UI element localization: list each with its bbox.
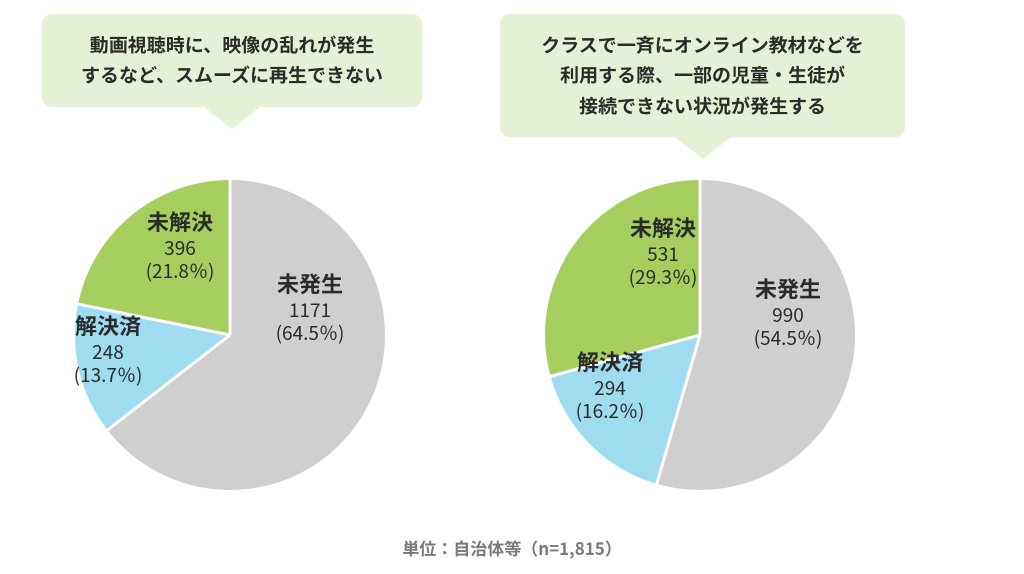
label-not-occurred-value: 990 bbox=[723, 303, 853, 327]
label-resolved-pct: (16.2％) bbox=[555, 399, 665, 423]
pie-chart-right: 未解決 531 (29.3％) 未発生 990 (54.5％) 解決済 294 … bbox=[545, 180, 855, 490]
label-not-occurred-right: 未発生 990 (54.5％) bbox=[723, 275, 853, 350]
label-resolved-value: 248 bbox=[53, 340, 163, 364]
label-resolved-title: 解決済 bbox=[555, 348, 665, 376]
label-resolved-value: 294 bbox=[555, 376, 665, 400]
label-unresolved-right: 未解決 531 (29.3％) bbox=[603, 214, 723, 289]
label-not-occurred-left: 未発生 1171 (64.5％) bbox=[245, 270, 375, 345]
label-resolved-title: 解決済 bbox=[53, 312, 163, 340]
label-not-occurred-title: 未発生 bbox=[723, 275, 853, 303]
callout-right: クラスで一斉にオンライン教材などを利用する際、一部の児童・生徒が接続できない状況… bbox=[500, 14, 905, 137]
label-not-occurred-title: 未発生 bbox=[245, 270, 375, 298]
label-unresolved-left: 未解決 396 (21.8％) bbox=[125, 208, 235, 283]
label-not-occurred-value: 1171 bbox=[245, 298, 375, 322]
label-resolved-left: 解決済 248 (13.7％) bbox=[53, 312, 163, 387]
label-unresolved-title: 未解決 bbox=[125, 208, 235, 236]
pie-chart-left: 未解決 396 (21.8％) 未発生 1171 (64.5％) 解決済 248… bbox=[75, 180, 385, 490]
footer-note: 単位：自治体等（n=1,815） bbox=[402, 535, 622, 560]
label-not-occurred-pct: (54.5％) bbox=[723, 326, 853, 350]
label-unresolved-title: 未解決 bbox=[603, 214, 723, 242]
callout-left: 動画視聴時に、映像の乱れが発生するなど、スムーズに再生できない bbox=[42, 14, 422, 107]
label-resolved-pct: (13.7％) bbox=[53, 363, 163, 387]
label-resolved-right: 解決済 294 (16.2％) bbox=[555, 348, 665, 423]
label-not-occurred-pct: (64.5％) bbox=[245, 321, 375, 345]
label-unresolved-pct: (21.8％) bbox=[125, 259, 235, 283]
label-unresolved-value: 396 bbox=[125, 236, 235, 260]
label-unresolved-value: 531 bbox=[603, 242, 723, 266]
label-unresolved-pct: (29.3％) bbox=[603, 265, 723, 289]
